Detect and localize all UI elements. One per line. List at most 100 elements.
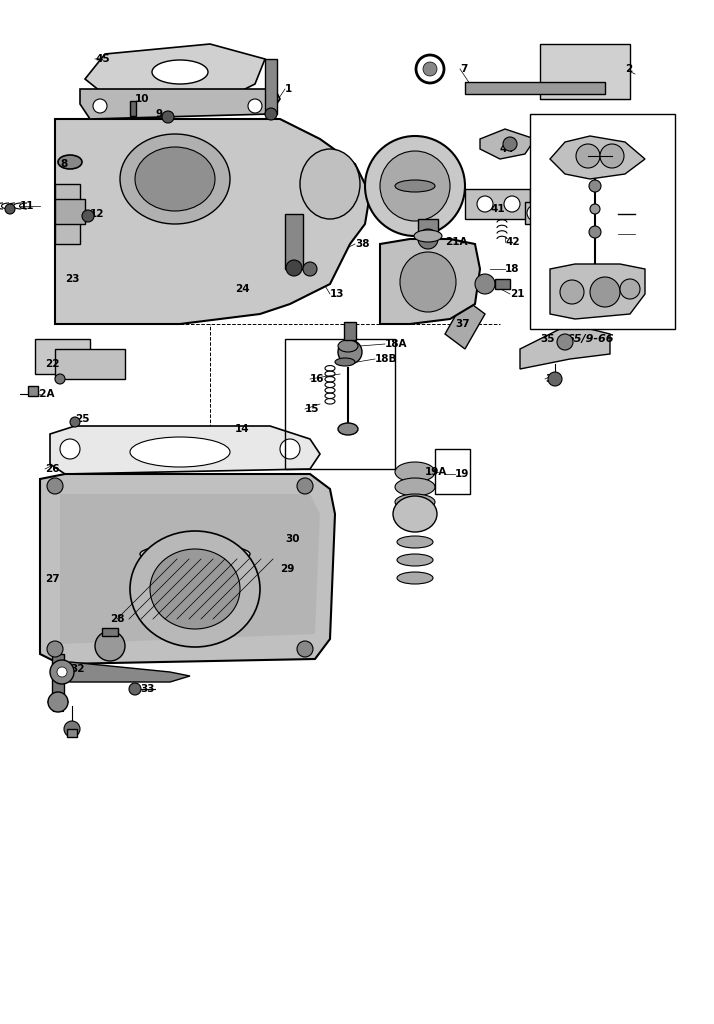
Circle shape [248,99,262,113]
Circle shape [477,196,493,212]
Circle shape [265,108,277,120]
Text: 16: 16 [310,374,324,384]
Text: 32: 32 [70,664,84,674]
Circle shape [504,196,520,212]
Bar [435,449,470,494]
Text: 39: 39 [595,219,609,229]
Circle shape [581,242,589,250]
Text: 26: 26 [45,464,59,474]
Text: 14: 14 [235,424,250,434]
Text: 24: 24 [235,284,250,294]
Circle shape [365,136,465,236]
Circle shape [280,439,300,459]
Text: 17C: 17C [610,224,633,234]
Text: 17B: 17B [610,239,633,249]
Text: 19A: 19A [425,467,448,477]
Text: 2: 2 [625,63,633,74]
Ellipse shape [152,60,208,84]
Text: 40: 40 [590,244,605,254]
Bar [102,628,118,636]
Ellipse shape [130,531,260,647]
Polygon shape [550,136,645,179]
Circle shape [575,236,595,256]
Circle shape [633,117,657,141]
Ellipse shape [397,536,433,548]
Circle shape [64,721,80,737]
Polygon shape [55,119,370,324]
Circle shape [503,137,517,151]
Circle shape [286,260,302,276]
Text: 21A: 21A [445,237,468,247]
Polygon shape [445,299,485,349]
Text: 34: 34 [65,724,80,734]
Text: 20: 20 [635,269,650,279]
Text: 41: 41 [490,204,505,214]
Bar [55,199,85,224]
Text: 3: 3 [655,119,663,129]
Text: 22A: 22A [32,389,54,399]
Text: 18: 18 [505,264,520,274]
Bar [55,184,80,244]
Bar [55,349,125,379]
Circle shape [589,226,601,238]
Text: 8: 8 [60,159,67,169]
Text: 23: 23 [65,274,79,284]
Polygon shape [520,324,610,369]
Polygon shape [60,494,320,644]
Circle shape [338,340,362,364]
Text: 35: 35 [540,334,555,344]
Text: 29: 29 [280,564,294,574]
Polygon shape [40,474,335,664]
Ellipse shape [397,572,433,584]
Text: 65/9-66: 65/9-66 [566,334,614,344]
Text: 1: 1 [285,84,292,94]
Ellipse shape [135,147,215,211]
Circle shape [95,631,125,662]
Text: 25: 25 [75,414,89,424]
Circle shape [557,334,573,350]
Text: 21: 21 [510,289,525,299]
Text: 15: 15 [305,404,319,414]
Circle shape [297,478,313,494]
Bar [465,82,605,94]
Text: 33: 33 [140,684,154,694]
Circle shape [527,205,543,221]
Text: 11: 11 [20,201,34,211]
Ellipse shape [400,252,456,312]
Circle shape [55,374,65,384]
Text: 45: 45 [95,54,110,63]
Text: 38: 38 [355,239,370,249]
Circle shape [560,280,584,304]
Bar [495,279,510,289]
Circle shape [60,439,80,459]
Bar [285,339,395,469]
Circle shape [475,274,495,294]
Circle shape [47,641,63,657]
Text: 7: 7 [460,63,468,74]
Bar [540,44,630,99]
Ellipse shape [338,340,358,352]
Circle shape [47,478,63,494]
Circle shape [600,144,624,168]
Bar [418,219,438,239]
Text: 18B: 18B [375,354,398,364]
Text: 6: 6 [425,63,432,74]
Ellipse shape [300,150,360,219]
Text: 30: 30 [285,534,299,544]
Ellipse shape [395,462,435,482]
Ellipse shape [414,230,442,242]
Text: 42: 42 [505,237,520,247]
Circle shape [576,144,600,168]
Bar [130,101,136,116]
Ellipse shape [395,478,435,496]
Text: 9: 9 [155,109,162,119]
Circle shape [303,262,317,276]
Ellipse shape [140,544,250,564]
Polygon shape [80,89,280,119]
Ellipse shape [130,437,230,467]
Text: 12: 12 [90,209,104,219]
Bar [67,729,77,737]
Circle shape [129,683,141,695]
Text: 13: 13 [330,289,344,299]
Ellipse shape [395,494,435,510]
